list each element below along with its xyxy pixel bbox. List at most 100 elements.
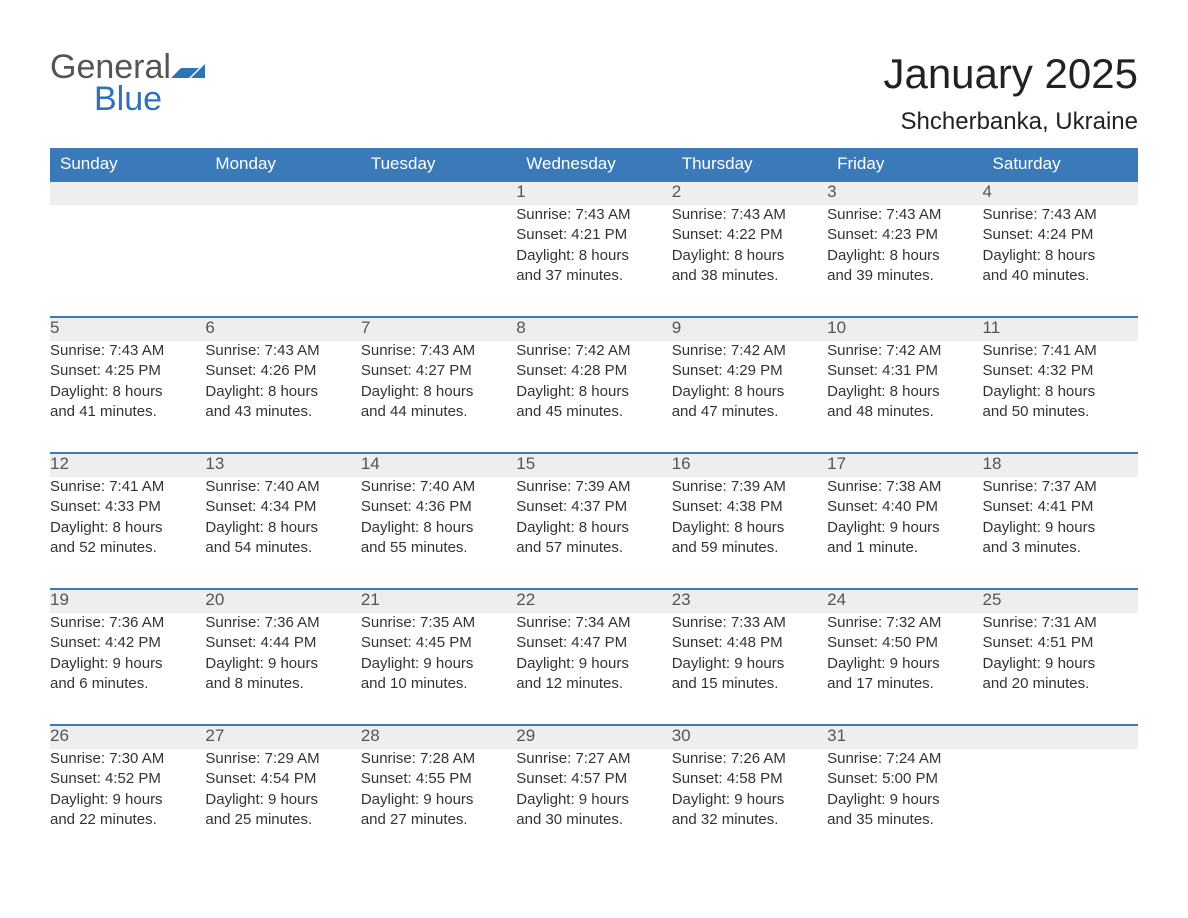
day-day1: Daylight: 9 hours [205,654,360,674]
day-day2: and 57 minutes. [516,538,671,558]
day-number-cell: 27 [205,725,360,749]
day-day2: and 54 minutes. [205,538,360,558]
day-sunrise: Sunrise: 7:36 AM [50,613,205,633]
day-number-cell: 28 [361,725,516,749]
day-day2: and 41 minutes. [50,402,205,422]
day-number-cell: 15 [516,453,671,477]
day-day1: Daylight: 8 hours [516,246,671,266]
day-sunrise: Sunrise: 7:43 AM [827,205,982,225]
day-day1: Daylight: 8 hours [672,518,827,538]
day-day1: Daylight: 8 hours [827,246,982,266]
day-day1: Daylight: 9 hours [983,654,1138,674]
day-day2: and 50 minutes. [983,402,1138,422]
day-day2: and 59 minutes. [672,538,827,558]
day-number-cell: 5 [50,317,205,341]
day-day1: Daylight: 8 hours [205,382,360,402]
day-content-cell: Sunrise: 7:43 AMSunset: 4:27 PMDaylight:… [361,341,516,453]
day-of-week-header: Thursday [672,148,827,181]
day-content-cell: Sunrise: 7:42 AMSunset: 4:31 PMDaylight:… [827,341,982,453]
day-sunrise: Sunrise: 7:41 AM [50,477,205,497]
day-number-cell: 3 [827,181,982,205]
day-sunrise: Sunrise: 7:28 AM [361,749,516,769]
day-day1: Daylight: 9 hours [361,654,516,674]
day-sunset: Sunset: 4:40 PM [827,497,982,517]
day-day2: and 12 minutes. [516,674,671,694]
day-day1: Daylight: 8 hours [50,382,205,402]
day-day2: and 30 minutes. [516,810,671,830]
calendar-body: 1234Sunrise: 7:43 AMSunset: 4:21 PMDayli… [50,181,1138,861]
day-sunset: Sunset: 4:54 PM [205,769,360,789]
day-number-cell: 19 [50,589,205,613]
day-number-cell: 13 [205,453,360,477]
day-day2: and 38 minutes. [672,266,827,286]
day-content-cell [50,205,205,317]
day-content-cell [205,205,360,317]
day-number-cell: 12 [50,453,205,477]
day-day2: and 35 minutes. [827,810,982,830]
day-sunset: Sunset: 5:00 PM [827,769,982,789]
day-content-cell: Sunrise: 7:40 AMSunset: 4:36 PMDaylight:… [361,477,516,589]
day-sunrise: Sunrise: 7:34 AM [516,613,671,633]
day-day2: and 40 minutes. [983,266,1138,286]
day-sunset: Sunset: 4:24 PM [983,225,1138,245]
day-sunrise: Sunrise: 7:29 AM [205,749,360,769]
day-sunrise: Sunrise: 7:43 AM [205,341,360,361]
day-sunset: Sunset: 4:47 PM [516,633,671,653]
day-of-week-header: Tuesday [361,148,516,181]
day-of-week-header: Wednesday [516,148,671,181]
day-sunset: Sunset: 4:26 PM [205,361,360,381]
week-daynum-row: 12131415161718 [50,453,1138,477]
day-content-cell: Sunrise: 7:29 AMSunset: 4:54 PMDaylight:… [205,749,360,861]
day-number-cell: 6 [205,317,360,341]
day-sunset: Sunset: 4:23 PM [827,225,982,245]
day-sunrise: Sunrise: 7:24 AM [827,749,982,769]
day-sunrise: Sunrise: 7:40 AM [361,477,516,497]
day-day1: Daylight: 9 hours [205,790,360,810]
day-content-cell: Sunrise: 7:41 AMSunset: 4:32 PMDaylight:… [983,341,1138,453]
day-sunset: Sunset: 4:57 PM [516,769,671,789]
week-daynum-row: 1234 [50,181,1138,205]
days-of-week-row: SundayMondayTuesdayWednesdayThursdayFrid… [50,148,1138,181]
day-sunset: Sunset: 4:51 PM [983,633,1138,653]
day-day2: and 27 minutes. [361,810,516,830]
day-sunset: Sunset: 4:38 PM [672,497,827,517]
day-sunrise: Sunrise: 7:43 AM [983,205,1138,225]
week-content-row: Sunrise: 7:41 AMSunset: 4:33 PM Daylight:… [50,477,1138,589]
day-sunrise: Sunrise: 7:35 AM [361,613,516,633]
day-sunrise: Sunrise: 7:42 AM [516,341,671,361]
day-number-cell: 11 [983,317,1138,341]
day-content-cell: Sunrise: 7:32 AMSunset: 4:50 PMDaylight:… [827,613,982,725]
day-sunset: Sunset: 4:33 PM [50,497,205,517]
day-sunset: Sunset: 4:50 PM [827,633,982,653]
day-day2: and 45 minutes. [516,402,671,422]
week-content-row: Sunrise: 7:43 AMSunset: 4:21 PMDaylight:… [50,205,1138,317]
day-sunrise: Sunrise: 7:43 AM [516,205,671,225]
day-day2: and 43 minutes. [205,402,360,422]
day-sunrise: Sunrise: 7:38 AM [827,477,982,497]
day-content-cell: Sunrise: 7:43 AMSunset: 4:23 PMDaylight:… [827,205,982,317]
day-day1: Daylight: 8 hours [516,518,671,538]
day-day1: Daylight: 9 hours [50,790,205,810]
day-content-cell: Sunrise: 7:42 AMSunset: 4:29 PMDaylight:… [672,341,827,453]
brand-logo: General Blue [50,50,205,116]
day-sunset: Sunset: 4:52 PM [50,769,205,789]
day-content-cell: Sunrise: 7:39 AMSunset: 4:38 PMDaylight:… [672,477,827,589]
day-day1: Daylight: 9 hours [516,654,671,674]
week-content-row: Sunrise: 7:30 AMSunset: 4:52 PMDaylight:… [50,749,1138,861]
day-sunrise: Sunrise: 7:39 AM [672,477,827,497]
day-sunrise: Sunrise: 7:40 AM [205,477,360,497]
month-title: January 2025 [883,50,1138,98]
day-sunrise: Sunrise: 7:36 AM [205,613,360,633]
day-day1: Daylight: 9 hours [50,654,205,674]
day-content-cell: Sunrise: 7:43 AMSunset: 4:21 PMDaylight:… [516,205,671,317]
day-sunrise: Sunrise: 7:26 AM [672,749,827,769]
day-content-cell [361,205,516,317]
day-sunrise: Sunrise: 7:43 AM [361,341,516,361]
day-content-cell: Sunrise: 7:30 AMSunset: 4:52 PMDaylight:… [50,749,205,861]
day-number-cell: 25 [983,589,1138,613]
day-content-cell: Sunrise: 7:39 AMSunset: 4:37 PMDaylight:… [516,477,671,589]
day-sunset: Sunset: 4:37 PM [516,497,671,517]
day-day2: and 1 minute. [827,538,982,558]
day-day2: and 8 minutes. [205,674,360,694]
day-number-cell: 7 [361,317,516,341]
